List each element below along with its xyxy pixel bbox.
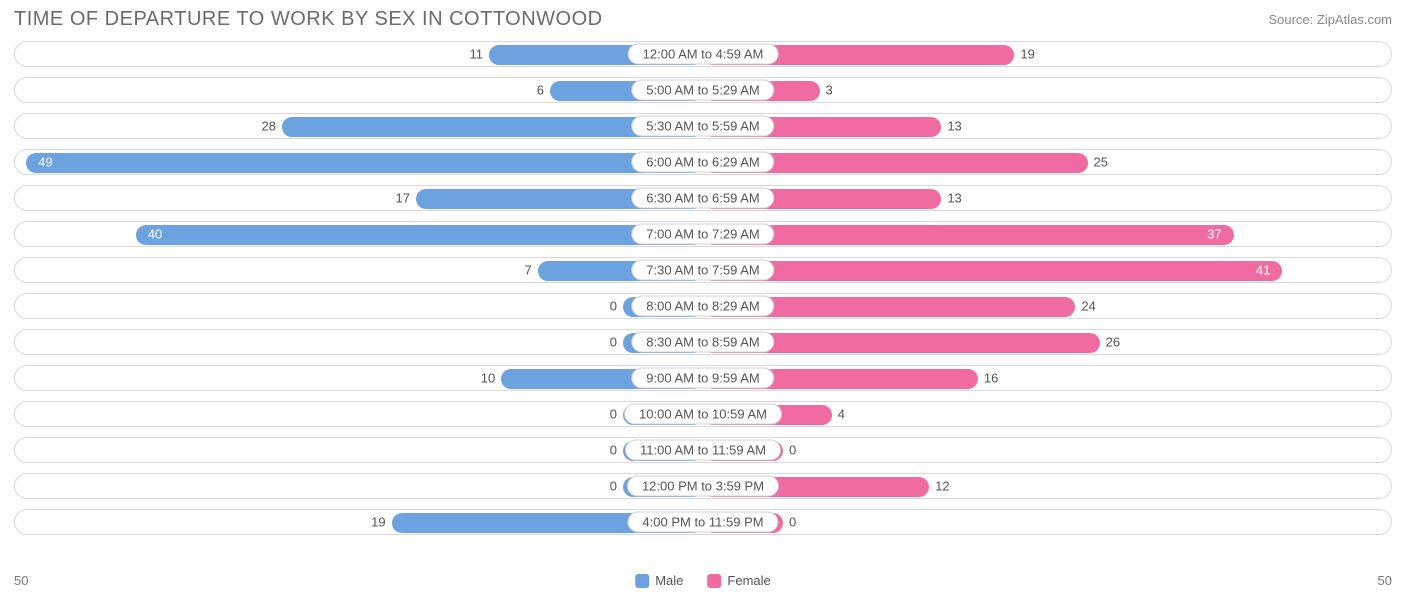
male-bar [26,153,703,173]
female-value: 13 [947,191,961,206]
row-time-label: 6:30 AM to 6:59 AM [631,188,774,209]
axis-right-max: 50 [1378,573,1392,588]
row-time-label: 10:00 AM to 10:59 AM [624,404,782,425]
male-value: 0 [610,299,617,314]
row-time-label: 5:30 AM to 5:59 AM [631,116,774,137]
chart-row: 5:30 AM to 5:59 AM 28 13 [14,113,1392,139]
legend-female-label: Female [727,573,770,588]
male-value: 11 [470,47,484,62]
female-bar [703,261,1282,281]
female-value: 3 [826,83,833,98]
row-time-label: 12:00 PM to 3:59 PM [627,476,779,497]
chart-row: 8:30 AM to 8:59 AM 0 26 [14,329,1392,355]
female-value: 24 [1081,299,1095,314]
legend-female: Female [707,573,770,588]
female-value: 16 [984,371,998,386]
chart-row: 8:00 AM to 8:29 AM 0 24 [14,293,1392,319]
chart-row: 6:00 AM to 6:29 AM 49 25 [14,149,1392,175]
female-value: 37 [1199,227,1229,242]
female-value: 13 [947,119,961,134]
row-time-label: 11:00 AM to 11:59 AM [625,440,781,461]
male-value: 28 [262,119,276,134]
row-time-label: 5:00 AM to 5:29 AM [631,80,774,101]
male-value: 0 [610,407,617,422]
chart-area: 12:00 AM to 4:59 AM 11 19 5:00 AM to 5:29 A… [0,37,1406,535]
female-value: 41 [1248,263,1278,278]
chart-row: 7:00 AM to 7:29 AM 40 37 [14,221,1392,247]
row-time-label: 12:00 AM to 4:59 AM [628,44,779,65]
male-value: 0 [610,479,617,494]
female-value: 0 [789,515,796,530]
female-value: 4 [838,407,845,422]
chart-row: 5:00 AM to 5:29 AM 6 3 [14,77,1392,103]
legend-male-label: Male [655,573,683,588]
male-value: 7 [525,263,532,278]
row-time-label: 8:30 AM to 8:59 AM [631,332,774,353]
legend: Male Female [635,573,771,588]
chart-row: 10:00 AM to 10:59 AM 0 4 [14,401,1392,427]
chart-row: 6:30 AM to 6:59 AM 17 13 [14,185,1392,211]
female-value: 26 [1106,335,1120,350]
male-swatch-icon [635,574,649,588]
male-value: 17 [395,191,409,206]
row-time-label: 7:00 AM to 7:29 AM [631,224,774,245]
row-time-label: 4:00 PM to 11:59 PM [627,512,778,533]
male-value: 10 [481,371,495,386]
male-value: 0 [610,443,617,458]
chart-row: 12:00 PM to 3:59 PM 0 12 [14,473,1392,499]
chart-row: 11:00 AM to 11:59 AM 0 0 [14,437,1392,463]
chart-row: 7:30 AM to 7:59 AM 7 41 [14,257,1392,283]
row-time-label: 6:00 AM to 6:29 AM [631,152,774,173]
male-bar [136,225,703,245]
row-time-label: 7:30 AM to 7:59 AM [631,260,774,281]
axis-left-max: 50 [14,573,28,588]
male-value: 40 [140,227,170,242]
male-value: 6 [537,83,544,98]
female-value: 0 [789,443,796,458]
male-value: 0 [610,335,617,350]
female-value: 19 [1020,47,1034,62]
female-value: 25 [1094,155,1108,170]
male-value: 19 [371,515,385,530]
chart-row: 12:00 AM to 4:59 AM 11 19 [14,41,1392,67]
chart-row: 4:00 PM to 11:59 PM 19 0 [14,509,1392,535]
male-value: 49 [30,155,60,170]
female-value: 12 [935,479,949,494]
chart-title: TIME OF DEPARTURE TO WORK BY SEX IN COTT… [14,8,603,31]
source-label: Source: ZipAtlas.com [1268,12,1392,27]
female-bar [703,225,1234,245]
female-swatch-icon [707,574,721,588]
row-time-label: 8:00 AM to 8:29 AM [631,296,774,317]
chart-row: 9:00 AM to 9:59 AM 10 16 [14,365,1392,391]
row-time-label: 9:00 AM to 9:59 AM [631,368,774,389]
legend-male: Male [635,573,683,588]
